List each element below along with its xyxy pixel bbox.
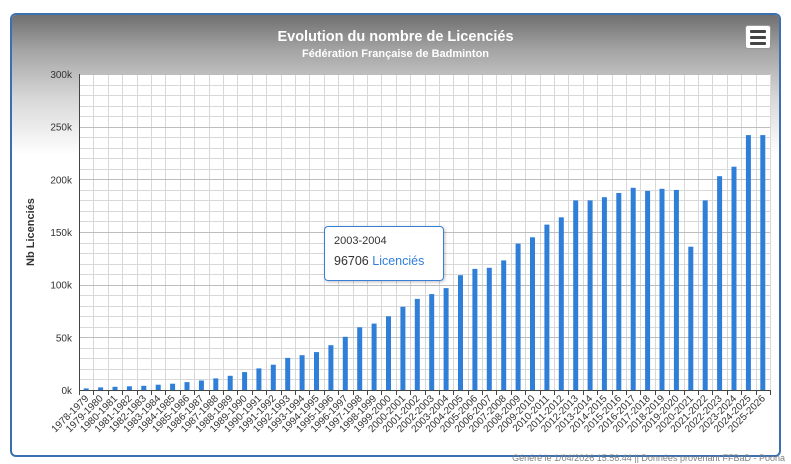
bar	[472, 268, 478, 390]
bar	[458, 275, 463, 390]
bar	[342, 336, 348, 390]
chart-subtitle: Fédération Française de Badminton	[301, 48, 490, 60]
y-axis-title: Nb Licenciés	[25, 198, 37, 266]
bar	[256, 368, 262, 390]
chart-title: Evolution du nombre de Licenciés	[277, 29, 514, 45]
tooltip-series-name: Licenciés	[372, 254, 425, 268]
bar	[501, 260, 507, 390]
bar	[544, 224, 550, 390]
bar	[141, 385, 147, 390]
bar	[688, 246, 694, 390]
bar	[745, 135, 751, 390]
bar	[328, 345, 334, 390]
y-tick-label: 50k	[56, 333, 73, 344]
bar	[371, 323, 377, 390]
bar	[601, 197, 607, 390]
bar	[213, 378, 219, 390]
footer-credits: Généré le 1/04/2026 15:56:44 || Données …	[512, 453, 785, 463]
bar	[673, 189, 679, 390]
bar	[414, 298, 420, 390]
menu-line	[750, 42, 766, 45]
bar	[270, 364, 276, 390]
tooltip-category: 2003-2004	[334, 235, 387, 247]
bar	[126, 386, 132, 390]
bar	[443, 288, 449, 390]
bar	[530, 237, 535, 390]
bar	[386, 316, 391, 390]
bar	[760, 135, 766, 390]
bar	[587, 200, 593, 390]
tooltip-value: 96706	[334, 254, 369, 268]
bar	[630, 187, 636, 390]
bar	[285, 357, 291, 390]
bar	[314, 352, 319, 390]
y-tick-label: 100k	[50, 281, 73, 292]
bar	[486, 267, 492, 390]
bar	[227, 375, 233, 390]
tooltip: 2003-2004 96706 Licenciés	[324, 226, 444, 281]
bar	[731, 166, 737, 390]
menu-line	[750, 36, 766, 39]
y-tick-label: 300k	[50, 70, 73, 81]
bar	[184, 382, 190, 390]
bar	[645, 190, 651, 390]
bar	[400, 306, 406, 390]
bar	[429, 294, 435, 390]
bar	[515, 243, 521, 390]
y-tick-label: 250k	[50, 123, 73, 134]
bar	[717, 176, 723, 390]
bar	[83, 388, 89, 390]
bar	[357, 327, 363, 390]
bar	[155, 384, 161, 390]
y-tick-label: 200k	[50, 175, 73, 186]
bar	[558, 217, 564, 390]
menu-line	[750, 30, 766, 33]
bar	[299, 355, 305, 390]
bar	[98, 387, 104, 390]
bar	[616, 193, 622, 390]
bar	[112, 386, 118, 390]
bar	[198, 380, 204, 390]
bar	[659, 188, 665, 390]
tooltip-value-line: 96706 Licenciés	[334, 254, 434, 268]
bar	[573, 200, 579, 390]
bar	[242, 372, 248, 390]
bar	[170, 383, 176, 390]
y-tick-label: 150k	[50, 228, 73, 239]
hamburger-menu-icon[interactable]	[745, 25, 771, 49]
y-tick-label: 0k	[61, 386, 73, 397]
bar	[702, 200, 708, 390]
